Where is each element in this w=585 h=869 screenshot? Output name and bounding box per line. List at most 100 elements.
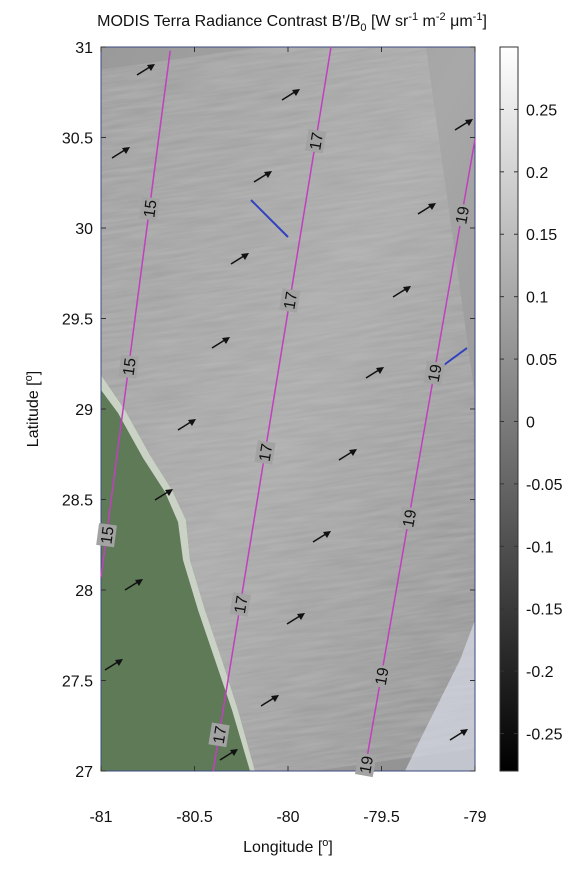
- label-part: 0: [360, 22, 366, 34]
- wind-arrow-head: [292, 89, 300, 96]
- contour-label-bg: [139, 196, 160, 221]
- colorbar-tick-label: -0.2: [526, 664, 554, 681]
- contour-label: 19: [426, 363, 446, 384]
- wind-arrow-head: [115, 659, 123, 666]
- wind-arrow-head: [271, 695, 279, 702]
- wind-arrow-head: [297, 613, 305, 620]
- y-tick-label: 27.5: [62, 674, 93, 691]
- x-tick-label: -80.5: [176, 809, 213, 826]
- y-tick-label: 29.5: [62, 312, 93, 329]
- colorbar-tick-label: 0.05: [526, 352, 557, 369]
- colorbar-tick-label: -0.05: [526, 477, 563, 494]
- wind-arrow-head: [135, 579, 143, 586]
- contour-label-bg: [96, 523, 117, 548]
- x-tick-label: -79: [463, 809, 486, 826]
- contour-label-bg: [355, 752, 377, 778]
- label-part: Latitude [: [25, 381, 42, 447]
- label-part: ]: [328, 839, 332, 856]
- y-tick-label: 31: [75, 40, 93, 57]
- contour-label: 15: [121, 357, 140, 377]
- contour-label-bg: [208, 722, 230, 748]
- colorbar: [499, 46, 519, 772]
- contour-label-bg: [398, 505, 420, 531]
- colorbar-tick-label: 0: [526, 414, 535, 431]
- contour-line: [100, 50, 171, 578]
- contour-label: 17: [307, 131, 327, 151]
- label-part: Longitude [: [243, 839, 323, 856]
- wind-arrow-head: [323, 531, 331, 538]
- contour-label-bg: [118, 354, 140, 379]
- y-tick-label: 29: [75, 402, 93, 419]
- contour-label-bg: [305, 128, 327, 154]
- wind-arrow-head: [349, 449, 357, 456]
- y-tick-label: 30: [75, 221, 93, 238]
- wind-arrows: [104, 64, 473, 761]
- colorbar-tick-label: -0.1: [526, 539, 554, 556]
- contour-label-bg: [423, 360, 445, 386]
- contour-label-bg: [254, 440, 276, 465]
- contour-label: 15: [141, 199, 160, 219]
- wind-arrow-head: [165, 489, 173, 496]
- wind-arrow-head: [230, 749, 238, 756]
- x-tick-label: -79.5: [363, 809, 400, 826]
- contour-label: 19: [373, 666, 393, 687]
- contour-label: 19: [357, 755, 377, 776]
- contour-label: 15: [98, 525, 117, 545]
- label-part: MODIS Terra Radiance Contrast B'/B: [97, 13, 360, 30]
- transect: [250, 199, 289, 238]
- wind-arrow-head: [376, 367, 384, 374]
- label-part: m: [418, 13, 436, 30]
- y-tick-label: 27: [75, 764, 93, 781]
- label-part: o: [322, 837, 328, 849]
- wind-arrow-head: [460, 729, 468, 736]
- y-tick-label: 30.5: [62, 131, 93, 148]
- coastline: [101, 375, 255, 771]
- contour-label: 17: [257, 442, 277, 462]
- wind-arrow-head: [465, 119, 473, 126]
- wind-arrow-head: [428, 203, 436, 210]
- y-tick-label: 28: [75, 583, 93, 600]
- colorbar-tick-label: -0.25: [526, 727, 563, 744]
- wind-arrow-head: [188, 419, 196, 426]
- x-axis-label: Longitude [o]: [243, 837, 333, 856]
- wind-arrow-head: [147, 64, 155, 71]
- label-part: ]: [25, 371, 42, 375]
- imagery: [101, 47, 475, 771]
- contour-line: [212, 46, 332, 772]
- label-part: ]: [482, 13, 486, 30]
- contour-label: 17: [232, 594, 252, 614]
- contour-label: 19: [453, 205, 473, 226]
- label-part: -1: [408, 11, 418, 23]
- wind-arrow-head: [264, 171, 272, 178]
- wind-arrow-head: [222, 337, 230, 344]
- x-tick-label: -80: [276, 809, 299, 826]
- colorbar-tick-label: 0.25: [526, 102, 557, 119]
- contour-label-bg: [370, 663, 392, 689]
- label-part: -2: [436, 11, 446, 23]
- clouds: [405, 620, 475, 771]
- label-part: μm: [446, 13, 473, 30]
- colorbar-tick-label: 0.2: [526, 165, 548, 182]
- label-part: o: [23, 375, 35, 381]
- contour-label-bg: [451, 202, 473, 228]
- colorbar-tick-label: -0.15: [526, 602, 563, 619]
- contour-label: 17: [281, 290, 301, 310]
- colorbar-tick-label: 0.15: [526, 227, 557, 244]
- contour-label: 17: [211, 725, 231, 745]
- title: MODIS Terra Radiance Contrast B'/B0 [W s…: [97, 11, 487, 34]
- contour-label-bg: [229, 592, 251, 617]
- colorbar-tick-label: 0.1: [526, 290, 548, 307]
- contour-label: 19: [400, 508, 420, 529]
- label-part: -1: [473, 11, 483, 23]
- label-part: [W sr: [367, 13, 409, 30]
- land: [101, 375, 255, 771]
- x-tick-label: -81: [89, 809, 112, 826]
- wind-arrow-head: [241, 253, 249, 260]
- y-tick-label: 28.5: [62, 493, 93, 510]
- wind-arrow-head: [403, 286, 411, 293]
- contour-label-bg: [279, 288, 301, 313]
- y-axis-label: Latitude [o]: [23, 371, 42, 447]
- wind-arrow-head: [122, 147, 130, 154]
